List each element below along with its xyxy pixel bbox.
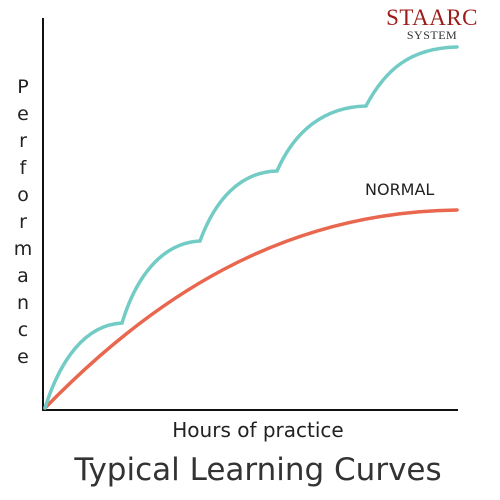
brand-name: STAARC xyxy=(386,5,478,30)
y-axis-label: Performance xyxy=(12,76,34,373)
curve-label: NORMAL xyxy=(365,180,435,199)
staarc-curve xyxy=(43,45,459,410)
brand: STAARC SYSTEM xyxy=(386,6,478,41)
normal-curve xyxy=(43,208,459,410)
title: Typical Learning Curves xyxy=(74,452,442,488)
x-axis-label: Hours of practice xyxy=(172,418,344,442)
brand-sub: SYSTEM xyxy=(406,28,458,42)
